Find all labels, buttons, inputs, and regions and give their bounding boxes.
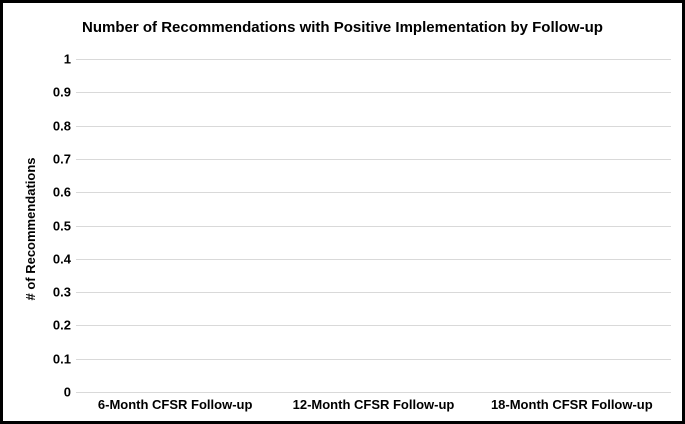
y-tick-label: 0.3 [52,284,71,300]
gridline [76,292,671,294]
x-axis-category-label: 12-Month CFSR Follow-up [292,397,455,412]
chart-title: Number of Recommendations with Positive … [82,19,603,36]
y-tick-label: 0.2 [52,317,71,333]
plot-area [76,59,671,393]
y-tick-label: 0.7 [52,151,71,167]
gridline [76,392,671,393]
y-tick-label: 0.4 [52,251,71,267]
y-tick-label: 0.8 [52,118,71,134]
y-axis-ticks: 0 0.1 0.2 0.3 0.4 0.5 0.6 0.7 0.8 0.9 1 [3,53,71,399]
gridline [76,258,671,260]
gridline [76,192,671,194]
x-axis-category-label: 6-Month CFSR Follow-up [97,397,253,412]
y-tick-label: 0.9 [52,84,71,100]
gridline [76,225,671,227]
gridline [76,59,671,60]
y-tick-label: 0 [63,384,71,400]
gridline [76,325,671,327]
gridline [76,92,671,94]
y-tick-label: 0.5 [52,218,71,233]
y-tick-label: 1 [63,51,71,67]
gridline [76,125,671,127]
gridline [76,158,671,160]
x-axis-category-label: 18-Month CFSR Follow-up [490,397,653,412]
y-tick-label: 0.6 [52,184,71,200]
x-axis-labels: 6-Month CFSR Follow-up 12-Month CFSR Foll… [76,397,671,412]
y-tick-label: 0.1 [52,351,71,367]
gridline [76,358,671,360]
